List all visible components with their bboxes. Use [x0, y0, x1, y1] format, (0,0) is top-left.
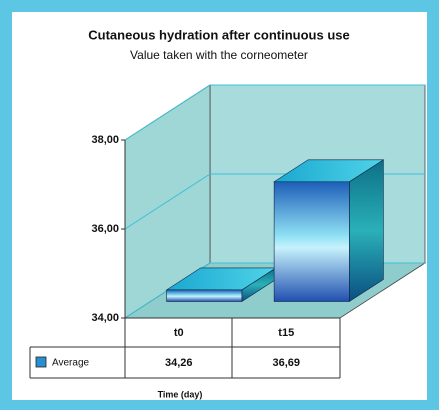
legend-swatch [35, 356, 47, 368]
bar-side [349, 159, 384, 303]
legend-label: Average [52, 358, 90, 369]
x-tick-label: t0 [174, 327, 184, 339]
bar [273, 181, 350, 302]
chart-subtitle: Value taken with the corneometer [130, 48, 308, 62]
table-value: 34,26 [165, 357, 193, 369]
chart-title: Cutaneous hydration after continuous use [88, 27, 349, 42]
y-tick-label: 38,00 [91, 134, 119, 146]
x-tick-label: t15 [278, 327, 294, 339]
data-table [29, 317, 341, 379]
y-tick-label: 34,00 [91, 312, 119, 324]
bar [166, 289, 243, 302]
grid-line [124, 84, 425, 141]
x-axis-label: Time (day) [158, 389, 203, 399]
table-value: 36,69 [272, 357, 300, 369]
y-tick-label: 36,00 [91, 223, 119, 235]
